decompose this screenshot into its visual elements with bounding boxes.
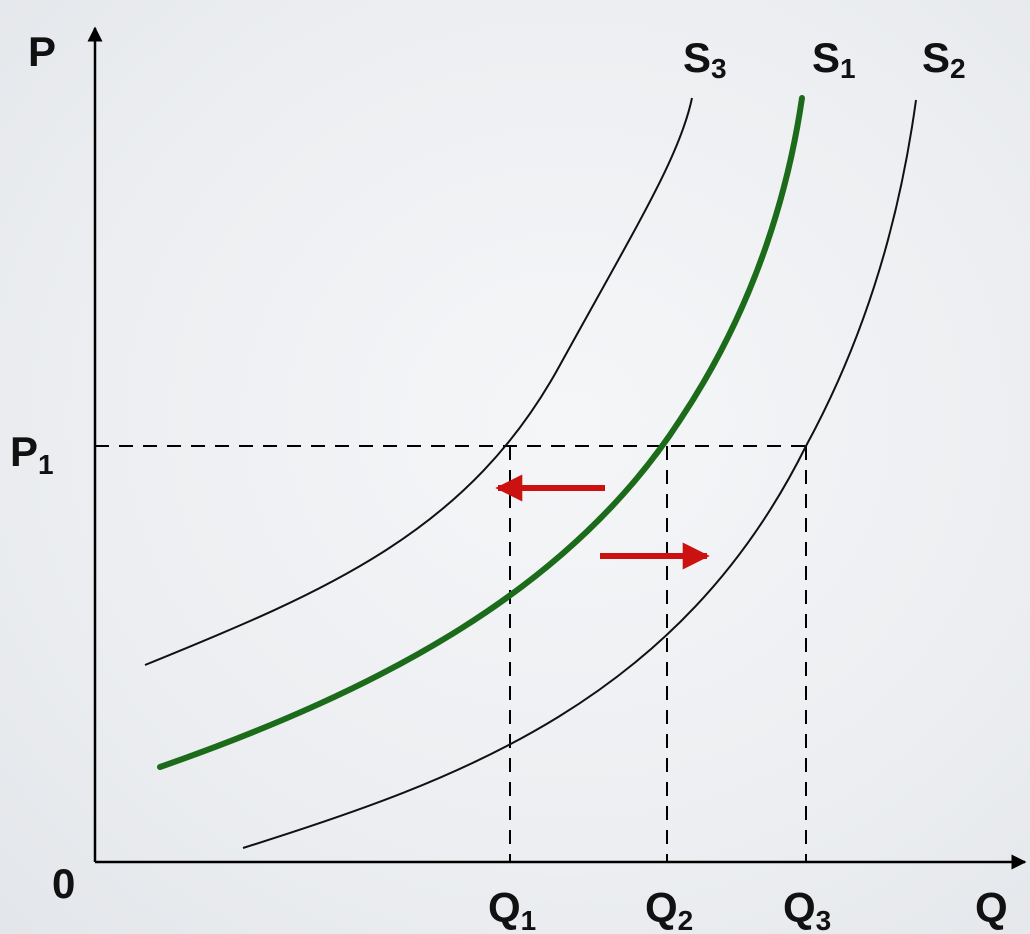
x-axis-label: Q: [975, 884, 1008, 931]
curve-label-s2-sub: 2: [950, 53, 966, 84]
price-level-label: P1: [10, 428, 54, 480]
curve-label-s1-sub: 1: [840, 53, 856, 84]
curve-label-s3-main: S: [683, 34, 711, 81]
curve-label-s1-main: S: [812, 34, 840, 81]
q2-label: Q2: [645, 884, 693, 934]
supply-curve-s1: [160, 98, 802, 767]
q3-label-main: Q: [783, 884, 816, 931]
price-level-label-main: P: [10, 428, 38, 475]
origin-label: 0: [52, 860, 75, 907]
q2-label-sub: 2: [678, 905, 694, 934]
curve-label-s3-sub: 3: [711, 53, 727, 84]
price-level-label-sub: 1: [38, 449, 54, 480]
q2-label-main: Q: [645, 884, 678, 931]
q3-label: Q3: [783, 884, 831, 934]
curve-label-s2: S2: [922, 34, 966, 84]
q1-label-sub: 1: [521, 905, 537, 934]
curve-label-s2-main: S: [922, 34, 950, 81]
supply-curve-s2: [243, 100, 916, 848]
curve-label-s3: S3: [683, 34, 727, 84]
q1-label-main: Q: [488, 884, 521, 931]
q3-label-sub: 3: [816, 905, 832, 934]
q1-label: Q1: [488, 884, 536, 934]
y-axis-label: P: [28, 28, 56, 75]
supply-curve-s3: [145, 98, 692, 665]
curve-label-s1: S1: [812, 34, 856, 84]
